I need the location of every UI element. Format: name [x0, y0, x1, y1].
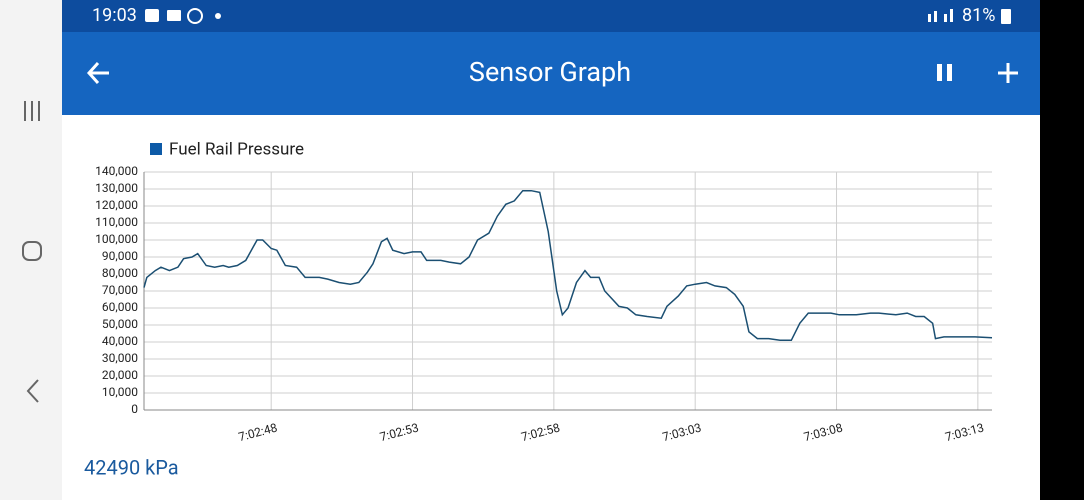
signal: [934, 11, 937, 22]
nav-bar: [0, 0, 62, 500]
battery-icon: [1001, 9, 1011, 24]
add-button[interactable]: [998, 63, 1018, 83]
app-title: Sensor Graph: [469, 56, 631, 88]
y-tick-label: 80,000: [102, 266, 138, 280]
y-tick-label: 50,000: [102, 317, 138, 331]
back-arrow[interactable]: [86, 61, 100, 85]
pause-button[interactable]: [937, 64, 942, 81]
data-line: [143, 189, 993, 342]
status-bar: [62, 0, 1040, 32]
y-tick-label: 90,000: [102, 249, 138, 263]
current-reading: 42490 kPa: [84, 455, 179, 479]
signal: [950, 9, 953, 22]
y-tick-label: 70,000: [102, 283, 138, 297]
icon: [187, 8, 203, 24]
status-time: 19:03: [92, 5, 137, 26]
icon: [145, 9, 159, 22]
y-tick-label: 30,000: [102, 351, 138, 365]
legend-swatch: [150, 143, 162, 155]
icon: [167, 10, 181, 21]
back-nav-icon[interactable]: [26, 379, 39, 403]
y-tick-label: 60,000: [102, 300, 138, 314]
pause-button[interactable]: [947, 64, 952, 81]
home-icon[interactable]: [22, 241, 42, 261]
icon: [215, 13, 221, 19]
back-button[interactable]: [86, 61, 109, 85]
y-tick-label: 110,000: [95, 215, 138, 229]
y-tick-label: 10,000: [102, 385, 138, 399]
battery-level: 81%: [962, 5, 995, 26]
legend-label: Fuel Rail Pressure: [169, 139, 304, 159]
app-bar: [62, 32, 1040, 115]
y-tick-label: 140,000: [95, 164, 138, 178]
y-tick-label: 0: [131, 402, 138, 416]
y-tick-label: 100,000: [95, 232, 138, 246]
y-tick-label: 120,000: [95, 198, 138, 212]
signal: [928, 14, 931, 22]
y-tick-label: 130,000: [95, 181, 138, 195]
y-tick-label: 40,000: [102, 334, 138, 348]
nav-icons: [22, 101, 42, 403]
y-tick-label: 20,000: [102, 368, 138, 382]
signal: [944, 14, 947, 22]
status-icons: [145, 8, 1011, 24]
